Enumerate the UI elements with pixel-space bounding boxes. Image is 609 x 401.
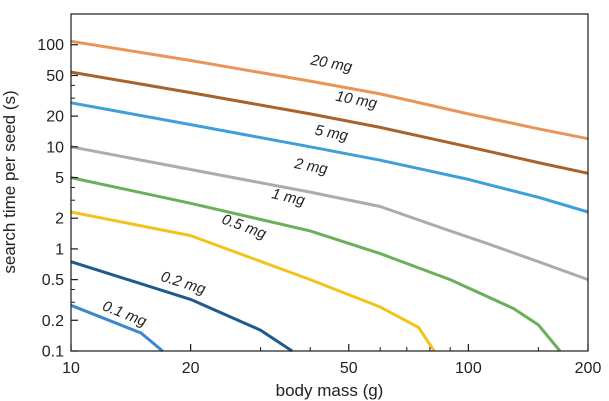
series-line-0p1-mg [70,303,164,353]
series-line-5-mg [70,101,589,214]
series-line-0p2-mg [70,260,293,353]
y-axis-title: search time per seed (s) [0,90,19,273]
y-tick-label: 5 [55,170,64,187]
x-tick-label: 100 [455,360,482,377]
y-tick-label: 50 [46,68,64,85]
series-label-1-mg: 1 mg [270,185,307,209]
series-line-20-mg [70,39,589,141]
ticks-group: 10 20 50 100 200 0.1 0.2 0.5 1 2 5 10 20 50 100 [37,37,601,377]
x-tick-label: 200 [575,360,602,377]
x-axis-title: body mass (g) [276,381,384,400]
series-line-10-mg [70,70,589,175]
series-line-0p5-mg [70,210,436,352]
y-tick-label: 100 [37,37,64,54]
series-label-0p2-mg: 0.2 mg [159,268,208,298]
y-tick-label: 0.1 [42,344,64,361]
y-tick-label: 20 [46,109,64,126]
y-tick-label: 0.2 [42,313,64,330]
plot-frame [70,13,589,352]
series-label-20-mg: 20 mg [308,51,354,75]
series-line-2-mg [70,145,589,282]
y-tick-label: 2 [55,211,64,228]
series-label-2-mg: 2 mg [292,155,330,178]
series-label-5-mg: 5 mg [313,122,350,145]
y-tick-label: 10 [46,139,64,156]
y-tick-label: 1 [55,241,64,258]
x-tick-label: 10 [62,360,80,377]
y-tick-label: 0.5 [42,272,64,289]
series-group [70,39,589,353]
series-line-1-mg [70,176,562,352]
x-tick-label: 50 [340,360,358,377]
x-tick-label: 20 [182,360,200,377]
